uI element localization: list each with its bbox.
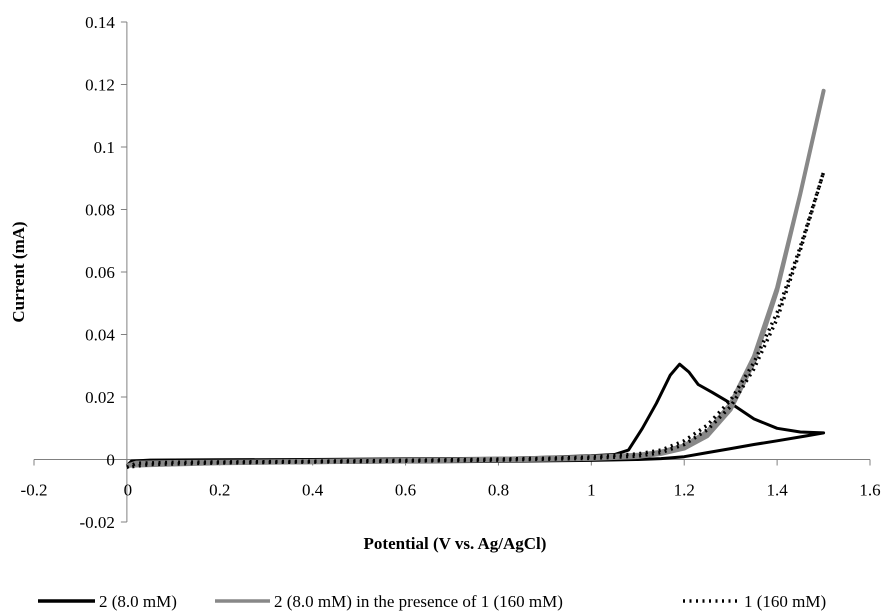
- y-tick-label: 0.06: [85, 263, 115, 282]
- legend-label-series-3: 1 (160 mM): [744, 592, 826, 611]
- legend-label-series-1: 2 (8.0 mM): [99, 592, 177, 611]
- x-tick-label: -0.2: [21, 481, 48, 500]
- y-tick-label: 0.02: [85, 388, 115, 407]
- series-line-2: [126, 88, 826, 468]
- x-tick-label: 0.6: [395, 481, 416, 500]
- y-tick-label: 0.08: [85, 201, 115, 220]
- x-tick-label: 0: [124, 481, 133, 500]
- y-tick-label: 0.1: [94, 138, 115, 157]
- x-tick-label: 0.2: [209, 481, 230, 500]
- legend: 2 (8.0 mM) 2 (8.0 mM) in the presence of…: [38, 592, 826, 611]
- legend-label-series-2: 2 (8.0 mM) in the presence of 1 (160 mM): [274, 592, 563, 611]
- y-tick-label: 0.14: [85, 13, 115, 32]
- x-tick-label: 0.4: [302, 481, 324, 500]
- x-tick-label: 1.2: [674, 481, 695, 500]
- y-tick-label: -0.02: [79, 513, 114, 532]
- x-ticks: -0.2 0 0.2 0.4 0.6 0.8 1 1.2 1.4 1.6: [21, 459, 881, 500]
- x-tick-label: 1.4: [766, 481, 788, 500]
- y-tick-label: 0.12: [85, 76, 115, 95]
- x-axis-title: Potential (V vs. Ag/AgCl): [364, 534, 547, 553]
- y-tick-label: 0: [106, 451, 115, 470]
- y-tick-label: 0.04: [85, 326, 115, 345]
- y-axis-title: Current (mA): [9, 221, 28, 322]
- series-layer: [125, 88, 826, 470]
- x-tick-label: 1: [587, 481, 596, 500]
- y-ticks: -0.02 0 0.02 0.04 0.06 0.08 0.1 0.12 0.14: [79, 13, 127, 532]
- x-tick-label: 1.6: [859, 481, 880, 500]
- x-tick-label: 0.8: [488, 481, 509, 500]
